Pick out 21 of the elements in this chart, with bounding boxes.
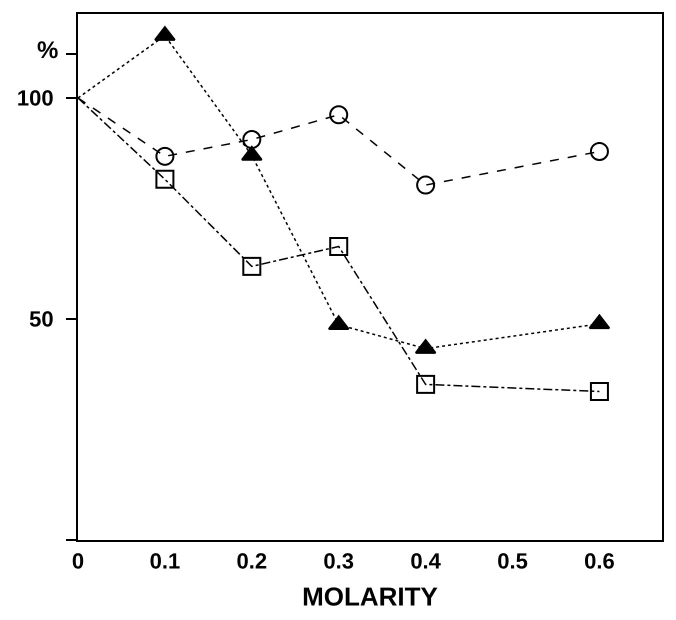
x-tick-label: 0 <box>72 548 84 574</box>
x-tick-label: 0.5 <box>497 548 528 574</box>
y-axis-title: % <box>37 37 58 64</box>
y-tick-label: 50 <box>29 306 54 332</box>
point <box>155 146 174 166</box>
x-tick-label: 0.2 <box>236 548 268 574</box>
x-tick-label: 0.3 <box>323 548 354 574</box>
point <box>329 105 348 124</box>
point <box>242 256 262 276</box>
point <box>416 374 436 394</box>
point <box>242 130 262 150</box>
point <box>590 142 609 161</box>
x-tick-label: 0.4 <box>410 548 442 574</box>
x-tick-label: 0.6 <box>584 548 615 574</box>
point <box>590 382 609 401</box>
point <box>416 176 436 195</box>
point <box>155 170 174 189</box>
x-axis-title: MOLARITY <box>302 582 438 612</box>
point <box>329 237 348 256</box>
y-tick-label: 100 <box>16 86 54 111</box>
x-tick-label: 0.1 <box>150 548 180 574</box>
